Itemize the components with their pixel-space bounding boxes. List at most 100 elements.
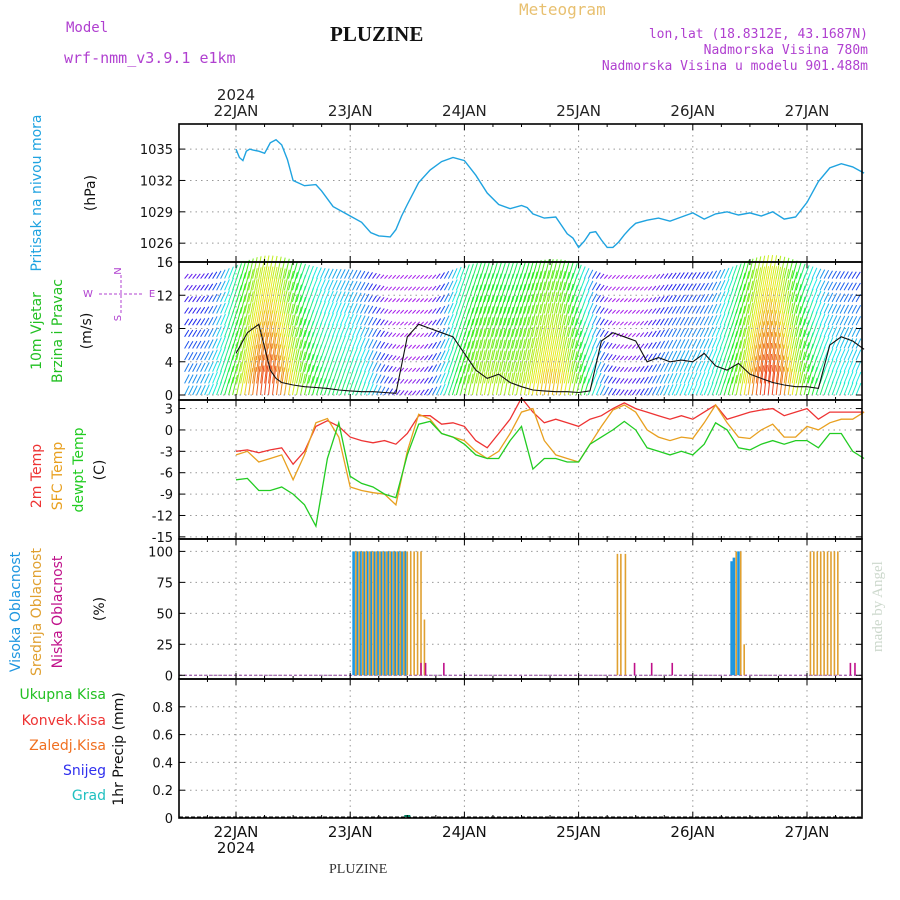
wind-barb	[523, 360, 530, 384]
wind-barb	[839, 371, 846, 384]
wind-barb	[627, 298, 632, 303]
wind-barb	[232, 264, 238, 279]
wind-barb	[655, 341, 661, 349]
wind-barb	[639, 309, 644, 314]
wind-barb	[715, 347, 722, 361]
wind-barb	[324, 268, 330, 279]
wind-barb	[563, 271, 570, 291]
wind-barb	[623, 321, 628, 326]
wind-barb	[224, 334, 230, 349]
wind-barb	[819, 358, 826, 372]
wind-barb	[276, 333, 281, 361]
wind-barb	[324, 279, 330, 291]
wind-barb	[296, 295, 302, 314]
wind-barb	[252, 367, 257, 396]
wind-barb	[511, 339, 518, 361]
wind-barb	[611, 354, 617, 361]
wind-barb	[420, 274, 425, 279]
wind-barb	[380, 375, 386, 384]
wind-barb	[296, 372, 302, 396]
wind-barb	[539, 358, 546, 384]
wind-barb	[268, 310, 273, 337]
wind-barb	[372, 295, 378, 303]
wind-barb	[683, 327, 690, 338]
wind-barb	[475, 273, 482, 291]
wind-barb	[575, 264, 582, 279]
wind-barb	[244, 314, 250, 337]
wind-barb	[443, 381, 450, 396]
wind-barb	[260, 354, 265, 384]
wind-barb	[591, 371, 598, 384]
wind-barb	[284, 269, 290, 291]
wind-barb	[196, 318, 202, 326]
wind-barb	[184, 329, 190, 338]
wind-barb	[559, 281, 566, 303]
wind-barb	[523, 294, 530, 314]
wind-barb	[360, 270, 366, 279]
wind-barb	[380, 353, 386, 361]
panel-frame-precip	[178, 678, 863, 819]
wind-barb	[515, 361, 522, 384]
wind-barb	[280, 257, 286, 279]
wind-barb	[264, 332, 269, 361]
wind-barb	[579, 266, 586, 279]
wind-barb	[751, 301, 758, 326]
wind-barb	[587, 269, 594, 279]
wind-barb	[523, 316, 530, 337]
wind-barb	[360, 304, 366, 314]
temp-unit-label: (C)	[92, 460, 108, 481]
wind-barb	[607, 286, 612, 291]
wind-barb	[300, 307, 306, 326]
wind-barb	[435, 351, 442, 361]
wind-barb	[328, 290, 334, 303]
wind-barb	[535, 271, 542, 291]
y-tick-label: 16	[156, 256, 173, 271]
wind-barb	[208, 372, 214, 384]
wind-barb	[511, 328, 518, 349]
wind-barb	[507, 328, 514, 349]
wind-barb	[360, 293, 366, 303]
wind-barb	[635, 366, 641, 373]
wind-barb	[280, 290, 286, 314]
wind-barb	[284, 291, 290, 314]
wind-barb	[691, 361, 698, 372]
wind-barb	[408, 344, 413, 349]
wind-barb	[535, 315, 542, 337]
wind-barb	[408, 356, 413, 361]
wind-barb	[455, 376, 462, 396]
wind-barb	[651, 386, 658, 396]
wind-barb	[212, 271, 218, 279]
grid-lines	[179, 124, 862, 819]
wind-barb	[603, 297, 609, 303]
wind-barb	[763, 321, 769, 349]
wind-barb	[396, 389, 401, 396]
low-cloud-axis-label: Niska Oblacnost	[50, 555, 66, 668]
wind-barb	[819, 324, 826, 337]
wind-barb	[344, 346, 350, 361]
wind-barb	[439, 316, 446, 326]
wind-barb	[827, 359, 834, 372]
wind-barb	[611, 321, 617, 326]
wind-barb	[551, 358, 557, 384]
wind-barb	[284, 346, 290, 372]
wind-barb	[479, 284, 486, 303]
wind-barb	[779, 344, 785, 372]
wind-barb	[827, 303, 834, 314]
wind-barb	[519, 306, 526, 326]
wind-barb	[439, 372, 446, 384]
wind-barb	[200, 329, 206, 338]
wind-barb	[655, 296, 661, 303]
wind-barb	[751, 367, 757, 396]
wind-barb	[555, 314, 562, 337]
wind-barb	[364, 304, 370, 314]
wind-barb	[312, 366, 318, 384]
wind-barb	[376, 296, 381, 303]
pressure-axis-label: Pritisak na nivou mora	[29, 114, 45, 271]
wind-barb	[507, 339, 514, 361]
wind-barb	[384, 297, 389, 303]
wind-barb	[599, 318, 605, 326]
wind-barb	[272, 343, 277, 372]
wind-barb	[507, 284, 514, 303]
wind-barb	[300, 329, 306, 349]
wind-barb	[575, 374, 582, 396]
